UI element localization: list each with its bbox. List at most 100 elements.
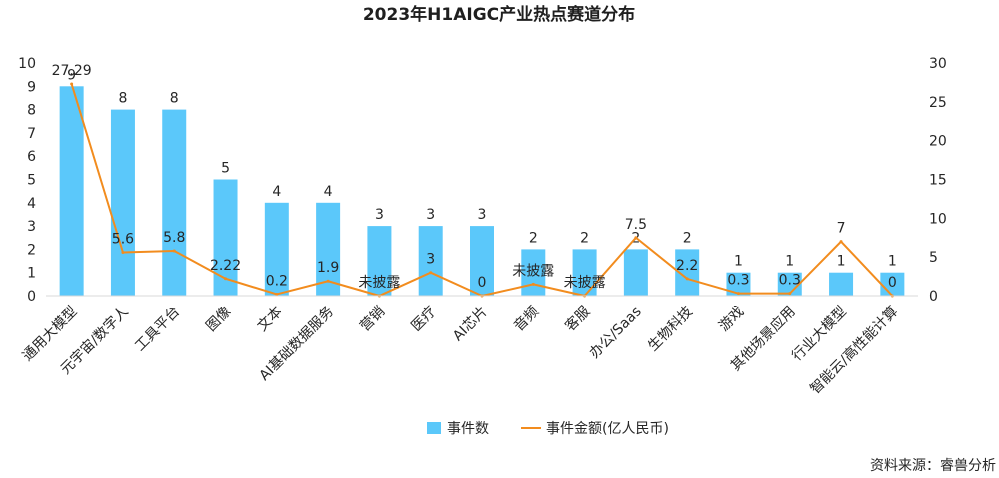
- left-tick-label: 2: [27, 242, 36, 258]
- line-point: [224, 277, 228, 281]
- right-tick-label: 10: [929, 211, 947, 227]
- bar-value-label: 5: [221, 161, 230, 177]
- line-value-label: 1.9: [317, 260, 339, 276]
- line-point: [736, 292, 740, 296]
- left-tick-label: 9: [27, 79, 36, 95]
- bar: [59, 86, 84, 296]
- line-value-label: 27.29: [52, 63, 92, 79]
- category-label: 办公/Saas: [587, 304, 645, 362]
- left-tick-label: 1: [27, 266, 36, 282]
- bar-value-label: 1: [837, 254, 846, 270]
- bar: [418, 226, 443, 296]
- category-label: 智能云/高性能计算: [807, 303, 902, 398]
- category-label: 音频: [510, 303, 542, 335]
- category-label: 工具平台: [132, 304, 183, 355]
- category-label: 游戏: [716, 304, 747, 335]
- bar-value-label: 2: [529, 230, 538, 246]
- line-point: [172, 249, 176, 253]
- bar-value-label: 8: [118, 91, 127, 107]
- bar: [213, 179, 238, 296]
- bar: [264, 202, 289, 296]
- left-tick-label: 5: [27, 173, 36, 189]
- bar: [829, 272, 854, 296]
- left-tick-label: 6: [27, 149, 36, 165]
- line-point: [685, 277, 689, 281]
- bar-value-label: 9: [67, 67, 76, 83]
- line-point: [275, 292, 279, 296]
- chart-title: 2023年H1AIGC产业热点赛道分布: [363, 4, 635, 25]
- left-tick-label: 8: [27, 103, 36, 119]
- line-point: [839, 240, 843, 244]
- category-label: AI芯片: [450, 304, 491, 345]
- left-tick-label: 7: [27, 126, 36, 142]
- line-value-label: 2.2: [676, 258, 698, 274]
- right-tick-label: 15: [929, 173, 947, 189]
- category-label: 医疗: [408, 304, 439, 335]
- line-value-label: 0.3: [727, 273, 749, 289]
- line-value-label: 0: [478, 275, 487, 291]
- bar: [521, 249, 546, 296]
- category-label: 文本: [255, 304, 286, 335]
- line-point: [326, 279, 330, 283]
- bar-value-label: 3: [478, 207, 487, 223]
- bar-value-label: 2: [580, 230, 589, 246]
- line-point: [121, 251, 125, 255]
- legend-label-bar: 事件数: [447, 421, 489, 437]
- category-label: 图像: [203, 304, 234, 335]
- bar: [162, 109, 187, 296]
- category-label: 营销: [357, 304, 388, 335]
- bar: [623, 249, 648, 296]
- bar-series: 98854433322221111: [59, 67, 905, 296]
- right-tick-label: 0: [929, 289, 938, 305]
- bar: [726, 272, 751, 296]
- line-value-label: 0: [888, 275, 897, 291]
- bar: [367, 226, 392, 296]
- line-point: [788, 292, 792, 296]
- right-tick-label: 30: [929, 56, 947, 72]
- right-tick-label: 20: [929, 134, 947, 150]
- line-value-label: 5.8: [163, 230, 185, 246]
- bar-value-label: 8: [170, 91, 179, 107]
- category-label: 生物科技: [645, 304, 696, 355]
- right-tick-label: 5: [929, 250, 938, 266]
- left-tick-label: 4: [27, 196, 36, 212]
- left-tick-label: 10: [18, 56, 36, 72]
- line-value-label: 7: [837, 221, 846, 237]
- right-y-axis: 0 5 10 15 20 25 30: [929, 56, 947, 305]
- bar-value-label: 3: [426, 207, 435, 223]
- bar-value-label: 2: [683, 230, 692, 246]
- line-value-label: 0.2: [266, 273, 288, 289]
- legend-label-line: 事件金额(亿人民币): [546, 421, 669, 437]
- line-point: [429, 271, 433, 275]
- legend-swatch-bar: [427, 422, 441, 434]
- line-value-label: 未披露: [512, 263, 554, 279]
- bar-value-label: 3: [375, 207, 384, 223]
- line-value-label: 7.5: [625, 217, 647, 233]
- bar: [777, 272, 802, 296]
- line-value-label: 2.22: [210, 258, 241, 274]
- bar-value-label: 4: [272, 184, 281, 200]
- bar-value-label: 1: [734, 254, 743, 270]
- line-value-label: 未披露: [564, 275, 606, 291]
- line-point: [70, 82, 74, 86]
- bar: [470, 226, 494, 296]
- category-label: 客服: [562, 303, 594, 335]
- bar: [110, 109, 135, 296]
- right-tick-label: 25: [929, 95, 947, 111]
- left-y-axis: 0 1 2 3 4 5 6 7 8 9 10: [18, 56, 36, 305]
- bar-value-label: 4: [324, 184, 333, 200]
- line-value-label: 0.3: [779, 273, 801, 289]
- left-tick-label: 0: [27, 289, 36, 305]
- left-tick-label: 3: [27, 219, 36, 235]
- line-point: [531, 282, 535, 286]
- source-note: 资料来源：睿兽分析: [870, 458, 996, 474]
- line-value-label: 5.6: [112, 232, 134, 248]
- bar-value-label: 1: [888, 254, 897, 270]
- line-point: [634, 236, 638, 240]
- line-value-label: 未披露: [358, 275, 400, 291]
- line-value-label: 3: [426, 252, 435, 268]
- bar-value-label: 1: [785, 254, 794, 270]
- legend: 事件数 事件金额(亿人民币): [427, 421, 669, 437]
